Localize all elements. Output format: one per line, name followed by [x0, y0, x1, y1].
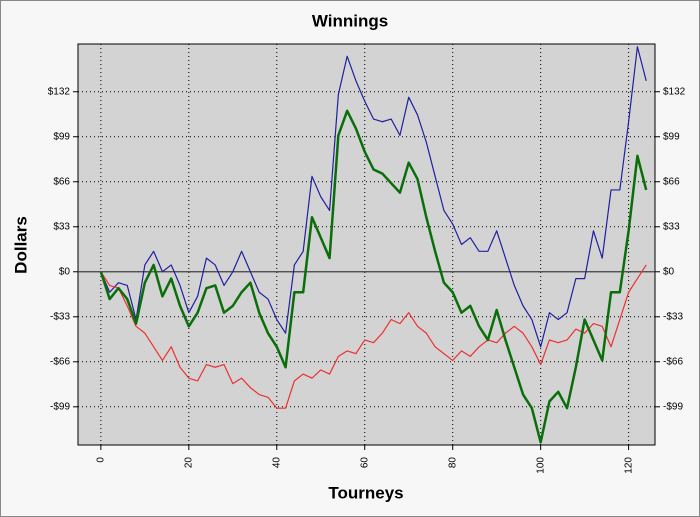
y-tick-label: $66	[53, 176, 70, 187]
y-tick-label: $0	[59, 266, 71, 277]
x-tick-label: 40	[271, 457, 282, 469]
y-tick-label-right: -$66	[663, 356, 683, 367]
y-tick-label-right: $0	[663, 266, 675, 277]
y-tick-label: -$99	[50, 401, 70, 412]
series-line	[100, 46, 647, 348]
x-tick-label: 80	[447, 457, 458, 469]
y-tick-label: $99	[53, 131, 70, 142]
x-axis-label: Tourneys	[328, 483, 403, 502]
y-tick-label: -$33	[50, 311, 70, 322]
x-tick-label: 120	[623, 457, 634, 474]
plot-area	[77, 43, 656, 446]
y-tick-label-right: -$33	[663, 311, 683, 322]
y-tick-label-right: $66	[663, 176, 680, 187]
chart-title: Winnings	[312, 11, 388, 30]
y-tick-label-right: $33	[663, 221, 680, 232]
y-tick-label-right: $99	[663, 131, 680, 142]
x-tick-label: 0	[96, 457, 107, 463]
y-tick-label: -$66	[50, 356, 70, 367]
x-tick-label: 100	[535, 457, 546, 474]
x-tick-label: 60	[359, 457, 370, 469]
series-line	[100, 264, 647, 409]
y-axis-label: Dollars	[11, 216, 30, 274]
series-line	[99, 109, 648, 444]
y-tick-label-right: -$99	[663, 401, 683, 412]
y-tick-label-right: $132	[663, 86, 686, 97]
y-tick-label: $132	[48, 86, 71, 97]
x-tick-label: 20	[183, 457, 194, 469]
y-tick-label: $33	[53, 221, 70, 232]
